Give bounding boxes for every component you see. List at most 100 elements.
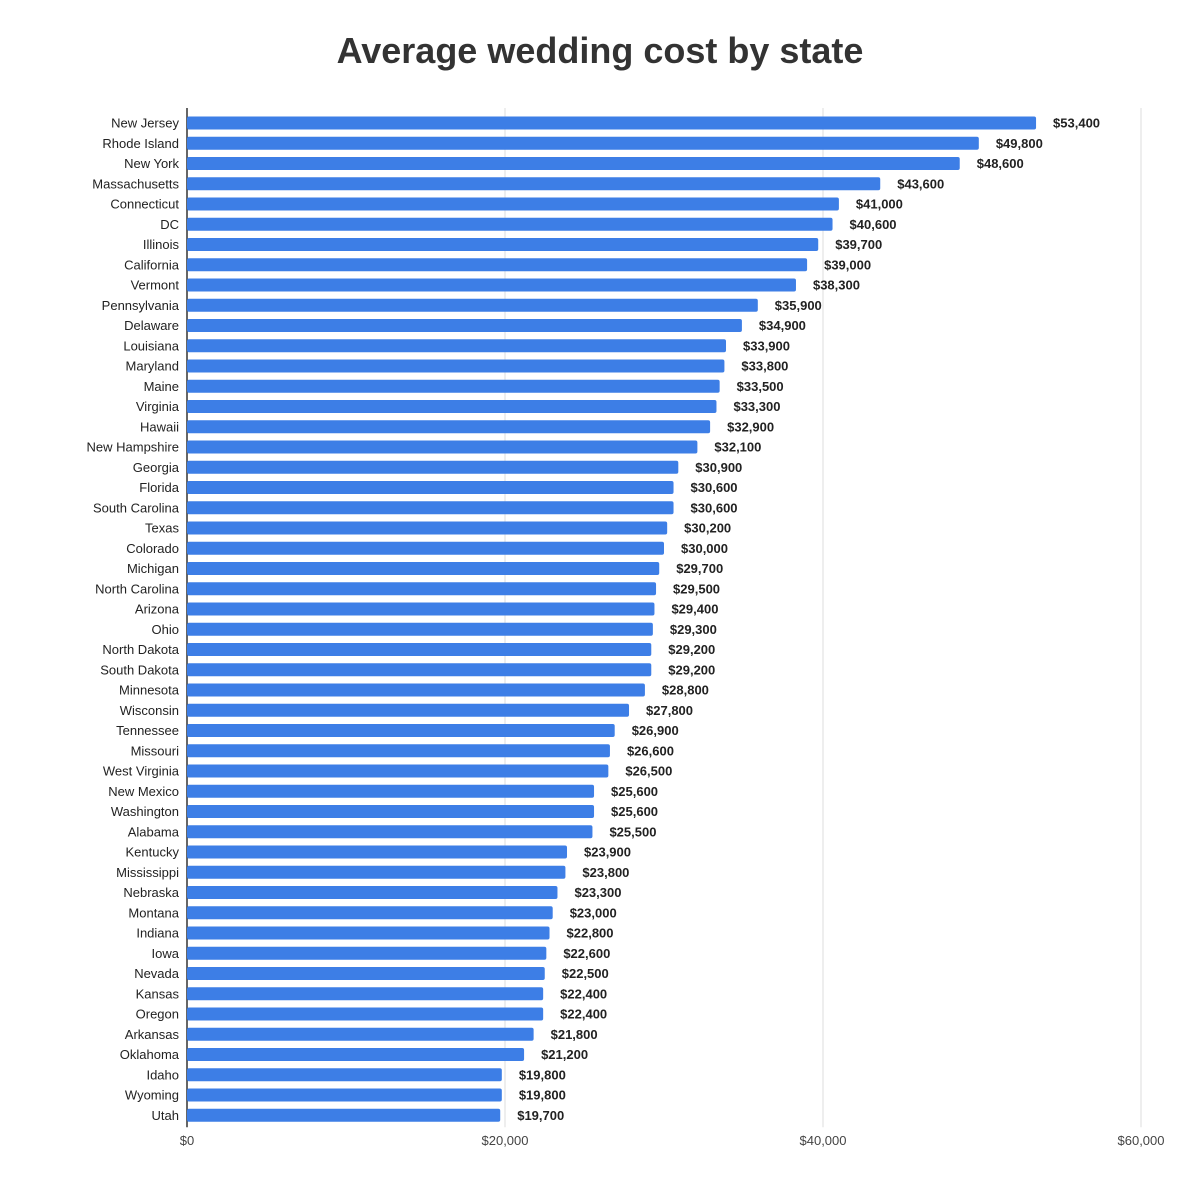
data-label: $22,800	[567, 926, 614, 941]
category-label: New Hampshire	[87, 440, 179, 455]
bar	[187, 440, 698, 454]
category-label: Tennessee	[116, 723, 179, 738]
data-label: $35,900	[775, 298, 822, 313]
category-label: Massachusetts	[92, 176, 179, 191]
bar	[187, 157, 960, 170]
data-label: $33,300	[733, 399, 780, 414]
x-tick-label: $0	[180, 1133, 194, 1148]
bar	[187, 683, 645, 697]
bar	[187, 521, 668, 535]
bar	[187, 217, 833, 231]
data-label: $30,600	[691, 500, 738, 515]
bar	[187, 420, 711, 434]
x-tick-label: $20,000	[482, 1133, 529, 1148]
category-label: Maryland	[126, 359, 179, 374]
bar	[187, 703, 630, 717]
data-label: $29,700	[676, 561, 723, 576]
bar	[187, 946, 547, 960]
data-label: $23,900	[584, 845, 631, 860]
category-label: West Virginia	[103, 764, 180, 779]
data-label: $23,000	[570, 905, 617, 920]
data-label: $43,600	[897, 176, 944, 191]
data-label: $49,800	[996, 136, 1043, 151]
data-label: $25,600	[611, 804, 658, 819]
bar	[187, 116, 1037, 130]
data-label: $23,300	[574, 885, 621, 900]
data-label: $19,800	[519, 1067, 566, 1082]
category-label: Texas	[145, 521, 179, 536]
category-label: Utah	[152, 1108, 179, 1123]
data-label: $33,500	[737, 379, 784, 394]
category-label: Mississippi	[116, 865, 179, 880]
bar	[187, 886, 558, 899]
category-label: Delaware	[124, 318, 179, 333]
data-label: $22,500	[562, 966, 609, 981]
data-label: $40,600	[850, 217, 897, 232]
data-label: $33,800	[741, 359, 788, 374]
bar	[187, 136, 979, 150]
bar	[187, 784, 595, 798]
data-label: $33,900	[743, 338, 790, 353]
bar	[187, 967, 545, 980]
category-label: Indiana	[136, 926, 179, 941]
data-label: $25,500	[609, 824, 656, 839]
category-label: Connecticut	[110, 197, 179, 212]
bar	[187, 1007, 544, 1021]
category-label: New Mexico	[108, 784, 179, 799]
data-label: $19,800	[519, 1088, 566, 1103]
category-label: Oregon	[136, 1007, 179, 1022]
bar	[187, 1088, 502, 1102]
category-label: Wisconsin	[120, 703, 179, 718]
bar	[187, 845, 568, 859]
data-label: $25,600	[611, 784, 658, 799]
category-label: Iowa	[152, 946, 180, 961]
bar	[187, 278, 796, 292]
data-label: $22,400	[560, 986, 607, 1001]
bar	[187, 724, 615, 737]
category-label: Pennsylvania	[102, 298, 180, 313]
bar	[187, 1048, 525, 1061]
category-label: Illinois	[143, 237, 180, 252]
category-label: Georgia	[133, 460, 180, 475]
bar	[187, 359, 725, 373]
bar	[187, 258, 808, 272]
bar	[187, 805, 595, 818]
category-label: Michigan	[127, 561, 179, 576]
category-label: Ohio	[152, 622, 179, 637]
category-label: Virginia	[136, 399, 180, 414]
bar	[187, 865, 566, 879]
data-label: $29,300	[670, 622, 717, 637]
data-label: $29,200	[668, 662, 715, 677]
category-label: Minnesota	[119, 683, 180, 698]
bar	[187, 298, 758, 312]
category-label: DC	[160, 217, 179, 232]
category-label: Missouri	[131, 743, 180, 758]
bar	[187, 987, 544, 1001]
category-label: California	[124, 257, 180, 272]
bar	[187, 379, 720, 393]
data-label: $21,200	[541, 1047, 588, 1062]
bar	[187, 906, 553, 920]
bar	[187, 1068, 502, 1082]
category-label: Maine	[144, 379, 179, 394]
data-label: $19,700	[517, 1108, 564, 1123]
category-label: Washington	[111, 804, 179, 819]
data-label: $53,400	[1053, 116, 1100, 131]
category-label: North Dakota	[102, 642, 179, 657]
data-label: $29,400	[671, 602, 718, 617]
data-label: $38,300	[813, 278, 860, 293]
data-label: $26,600	[627, 743, 674, 758]
category-label: Oklahoma	[120, 1047, 180, 1062]
category-label: South Carolina	[93, 500, 180, 515]
data-label: $30,200	[684, 521, 731, 536]
category-label: Montana	[128, 905, 179, 920]
bar	[187, 562, 660, 575]
data-label: $29,200	[668, 642, 715, 657]
category-label: Idaho	[146, 1067, 179, 1082]
category-label: Wyoming	[125, 1088, 179, 1103]
category-label: Nevada	[134, 966, 180, 981]
data-label: $30,900	[695, 460, 742, 475]
bar	[187, 177, 881, 191]
